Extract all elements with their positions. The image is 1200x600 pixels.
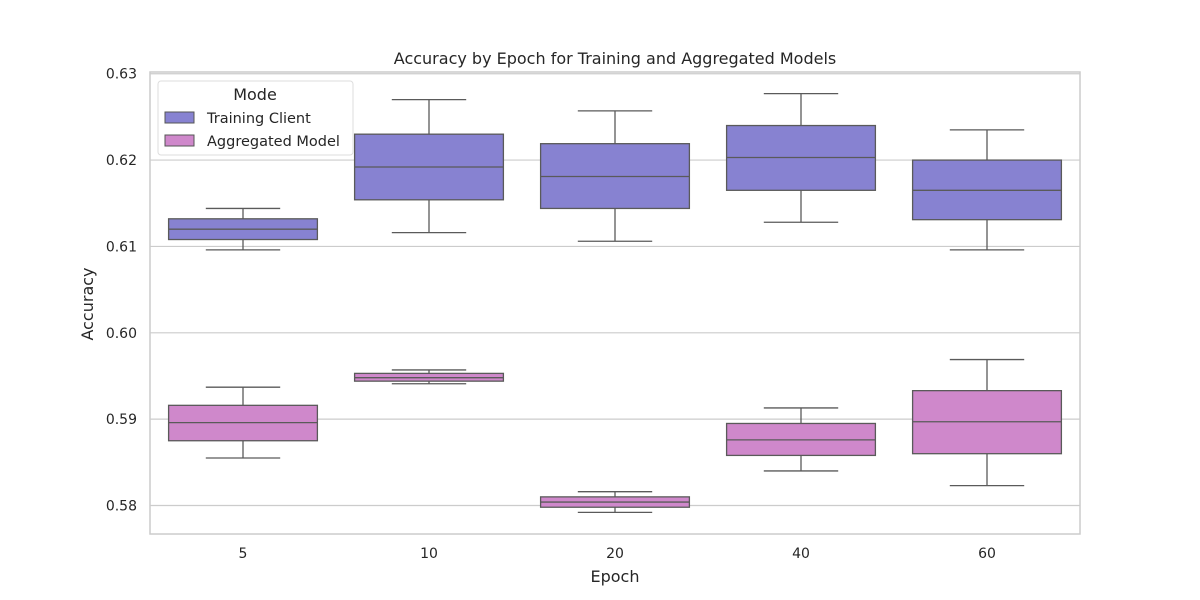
- box: [911, 129, 1063, 251]
- box: [911, 358, 1063, 487]
- x-tick-label: 10: [420, 546, 438, 562]
- x-axis-ticks: 5 10 20 40 60: [239, 546, 996, 562]
- box: [725, 407, 877, 472]
- box: [167, 386, 319, 459]
- legend-title: Mode: [233, 85, 277, 104]
- box: [539, 110, 691, 242]
- legend: Mode Training Client Aggregated Model: [157, 80, 354, 156]
- box: [167, 207, 319, 251]
- series-aggregated-model: [167, 358, 1063, 514]
- x-axis-label: Epoch: [591, 567, 640, 586]
- y-tick-label: 0.58: [106, 499, 137, 515]
- y-axis-label: Accuracy: [78, 267, 97, 340]
- x-tick-label: 60: [978, 546, 996, 562]
- box: [353, 98, 505, 234]
- chart-title: Accuracy by Epoch for Training and Aggre…: [394, 49, 836, 68]
- plot-frame: [149, 71, 1081, 535]
- y-axis-ticks: 0.58 0.59 0.60 0.61 0.62 0.63: [106, 67, 137, 515]
- x-tick-label: 40: [792, 546, 810, 562]
- y-tick-label: 0.60: [106, 326, 137, 342]
- y-tick-label: 0.61: [106, 239, 137, 255]
- box: [353, 369, 505, 385]
- y-tick-label: 0.59: [106, 412, 137, 428]
- y-tick-label: 0.63: [106, 67, 137, 83]
- x-tick-label: 5: [239, 546, 248, 562]
- legend-swatch-training-client: [164, 111, 195, 124]
- box-series: [167, 92, 1063, 514]
- legend-label-aggregated-model: Aggregated Model: [207, 134, 340, 150]
- box: [539, 491, 691, 514]
- legend-label-training-client: Training Client: [206, 111, 311, 127]
- y-tick-label: 0.62: [106, 153, 137, 169]
- box: [725, 92, 877, 223]
- series-training-client: [167, 92, 1063, 251]
- legend-frame: [157, 80, 354, 156]
- legend-swatch-aggregated-model: [164, 134, 195, 147]
- x-tick-label: 20: [606, 546, 624, 562]
